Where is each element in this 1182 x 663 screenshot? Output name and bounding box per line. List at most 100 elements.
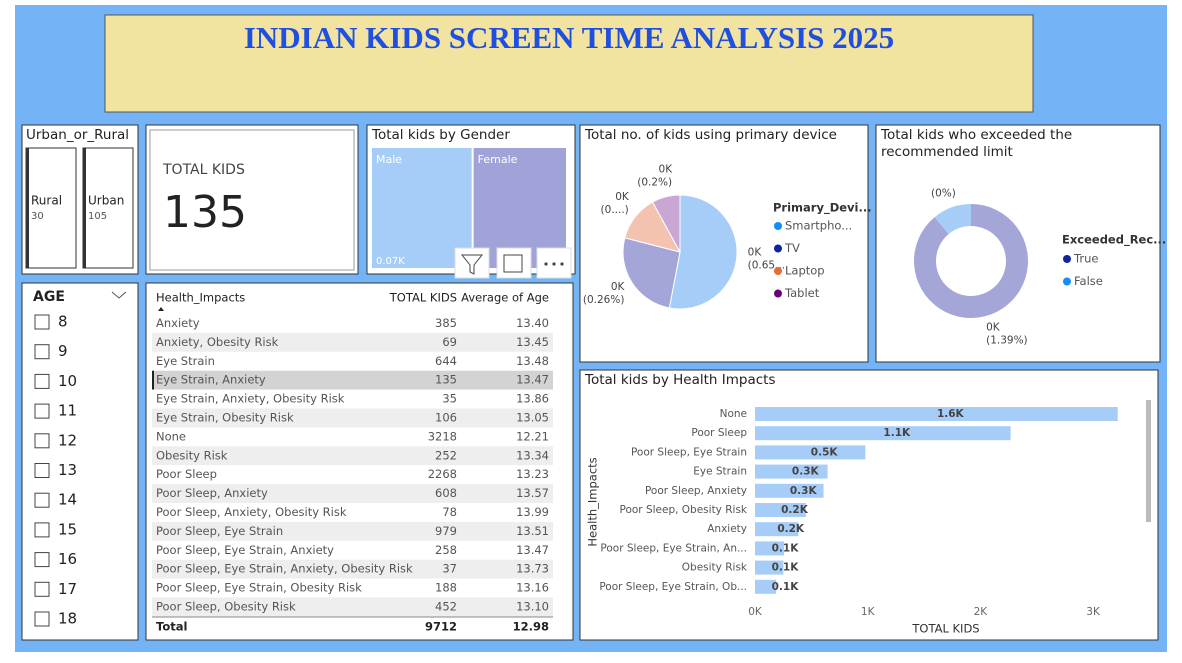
- table-row[interactable]: [152, 332, 553, 352]
- pie-slice[interactable]: [651, 194, 681, 253]
- table-row[interactable]: [152, 578, 553, 598]
- y-tick-label: Poor Sleep, Eye Strain, Ob...: [599, 581, 747, 593]
- slicer-tile[interactable]: [25, 147, 77, 269]
- legend-label[interactable]: True: [1073, 252, 1098, 266]
- slicer-tile[interactable]: [82, 147, 134, 269]
- table-row[interactable]: [152, 389, 553, 409]
- panel: [21, 282, 139, 641]
- chart-title: Total kids by Gender: [371, 127, 510, 143]
- table-row[interactable]: [152, 484, 553, 504]
- y-tick-label: Obesity Risk: [682, 562, 748, 574]
- legend-label[interactable]: Smartpho...: [785, 219, 852, 233]
- donut-slice[interactable]: [934, 204, 971, 235]
- scrollbar[interactable]: [1146, 400, 1151, 522]
- treemap-label: Female: [478, 153, 518, 166]
- tile-value: 105: [88, 211, 107, 222]
- checkbox-label: 15: [58, 520, 77, 538]
- focus-icon: [503, 254, 523, 273]
- bar[interactable]: [755, 579, 777, 594]
- more-icon: [552, 262, 556, 266]
- data-label: 0K: [615, 191, 630, 203]
- checkbox-label: 16: [58, 550, 77, 568]
- legend-marker: [1063, 255, 1071, 263]
- table-row[interactable]: [152, 597, 553, 617]
- legend-marker: [774, 267, 782, 275]
- card-label: TOTAL KIDS: [162, 162, 245, 178]
- checkbox[interactable]: [34, 611, 50, 627]
- checkbox-label: 10: [58, 372, 77, 390]
- toolbar-button[interactable]: [496, 247, 532, 279]
- checkbox[interactable]: [34, 344, 50, 360]
- pie-slice[interactable]: [622, 237, 681, 309]
- table-cell: 37: [442, 562, 457, 576]
- table-cell: 106: [435, 411, 457, 425]
- table-cell: 13.57: [516, 486, 549, 500]
- checkbox[interactable]: [34, 314, 50, 330]
- y-tick-label: None: [720, 408, 747, 420]
- y-tick-label: Anxiety: [707, 523, 747, 535]
- table-cell: 13.51: [516, 524, 549, 538]
- table-cell: 35: [442, 392, 457, 406]
- row-marker: [152, 370, 154, 390]
- legend-title: Exceeded_Rec...: [1062, 233, 1166, 248]
- legend-label[interactable]: Laptop: [785, 264, 825, 278]
- checkbox-label: 18: [58, 610, 77, 628]
- bar[interactable]: [755, 464, 828, 479]
- table-row[interactable]: [152, 503, 553, 522]
- table-cell: 78: [442, 505, 457, 519]
- table-row[interactable]: [152, 351, 553, 371]
- table-cell: 135: [435, 373, 457, 387]
- bar[interactable]: [755, 407, 1118, 421]
- table-cell: 13.86: [516, 392, 549, 406]
- bar[interactable]: [755, 445, 866, 460]
- legend-label[interactable]: False: [1074, 274, 1103, 288]
- checkbox[interactable]: [34, 463, 50, 478]
- table-row[interactable]: [152, 314, 553, 333]
- bar[interactable]: [755, 522, 799, 537]
- table-row[interactable]: [152, 540, 553, 560]
- checkbox-label: 9: [58, 342, 68, 360]
- tile-label: Rural: [31, 194, 62, 208]
- table-row[interactable]: [152, 427, 553, 447]
- more-icon: [560, 262, 564, 266]
- data-label: 0.3K: [790, 485, 818, 497]
- data-label: (1.39%): [986, 334, 1028, 346]
- table-row[interactable]: [152, 446, 553, 466]
- data-label: 0.1K: [772, 562, 800, 574]
- table-row[interactable]: [152, 559, 553, 579]
- bar[interactable]: [755, 483, 824, 498]
- bar[interactable]: [755, 503, 806, 517]
- legend-label[interactable]: Tablet: [784, 286, 820, 300]
- checkbox-label: 13: [58, 461, 77, 479]
- table-row[interactable]: [152, 408, 553, 428]
- checkbox[interactable]: [34, 522, 50, 538]
- pie-slice[interactable]: [668, 194, 738, 310]
- checkbox[interactable]: [34, 403, 50, 419]
- checkbox[interactable]: [34, 433, 50, 449]
- bar[interactable]: [755, 541, 785, 556]
- table-cell: Poor Sleep, Obesity Risk: [156, 600, 296, 614]
- y-tick-label: Poor Sleep, Eye Strain: [631, 446, 747, 458]
- checkbox[interactable]: [34, 581, 50, 597]
- table-row[interactable]: [152, 370, 553, 390]
- slicer-tile-edge: [83, 148, 86, 268]
- legend-label[interactable]: TV: [784, 241, 800, 255]
- donut-slice[interactable]: [913, 204, 1028, 319]
- table-cell: 13.99: [516, 505, 549, 519]
- data-label: 0.1K: [772, 581, 800, 593]
- checkbox[interactable]: [34, 552, 50, 568]
- dropdown-chevron[interactable]: [111, 291, 127, 299]
- checkbox[interactable]: [34, 492, 50, 508]
- table-cell: 252: [435, 448, 457, 462]
- bar[interactable]: [755, 426, 1011, 441]
- title-box: [104, 14, 1034, 113]
- card-value: 135: [163, 187, 247, 238]
- table-row[interactable]: [152, 521, 553, 541]
- table-cell: 13.47: [516, 373, 549, 387]
- checkbox[interactable]: [34, 373, 50, 389]
- data-label: 0K: [986, 321, 1001, 333]
- table-row[interactable]: [152, 465, 553, 485]
- bar[interactable]: [755, 560, 784, 575]
- column-header: Average of Age: [461, 291, 549, 305]
